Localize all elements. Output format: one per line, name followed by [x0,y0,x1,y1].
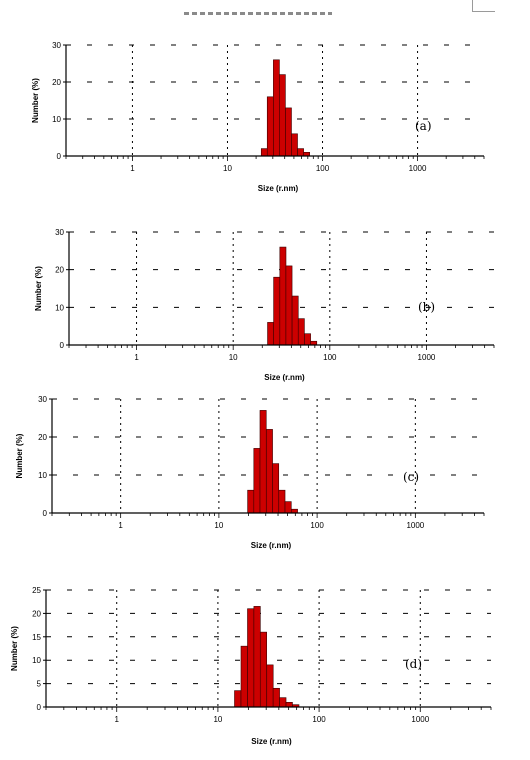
x-axis-title: Size (r.nm) [251,737,292,746]
histogram-bar [253,606,261,708]
histogram-bar [272,687,280,708]
histogram-bar [279,246,287,346]
y-tick-label: 20 [38,433,47,442]
x-tick-label: 1000 [409,164,427,173]
histogram-bar [266,429,273,514]
y-tick-label: 0 [37,703,42,712]
panel-label: (d) [405,657,422,671]
histogram-bar [272,463,280,514]
panel-label: (a) [415,119,432,133]
y-tick-label: 15 [32,633,41,642]
x-tick-label: 1 [130,164,135,173]
y-axis-title: Number (%) [31,78,40,123]
chart-panel-3: 0 10 20 30 1 10 100 1000 Number (%) Size (r.nm) (c… [15,395,485,550]
histogram-bar [273,59,280,157]
histogram-bar [259,631,267,708]
x-tick-label: 100 [312,715,326,724]
panel-label: (b) [418,300,435,314]
y-tick-label: 25 [32,586,41,595]
histogram-bar [253,448,261,514]
panel-label: (c) [403,470,419,484]
y-tick-label: 30 [38,395,47,404]
y-tick-label: 10 [38,471,47,480]
y-tick-label: 20 [55,266,64,275]
histogram-bar [297,318,305,346]
histogram-bar [240,645,248,708]
y-tick-label: 10 [55,303,64,312]
histogram-bar [285,702,293,708]
histogram-bar [278,489,286,514]
histogram-bar [247,608,255,708]
y-tick-label: 0 [43,509,48,518]
chart-panel-1: 0 10 20 30 1 10 100 1000 Number (%) Size (r.nm) (a… [31,41,485,193]
histogram-bar [285,265,293,346]
header-scribble [184,12,332,15]
chart-panel-2: 0 10 20 30 1 10 100 1000 Number (%) Size (r.nm) (b… [34,228,495,382]
x-tick-label: 1 [114,715,119,724]
chart-panel-4: 0 5 10 15 20 25 1 10 100 1000 Number (%) Size (r.nm… [10,586,492,746]
x-tick-label: 10 [229,353,238,362]
histogram-bar [285,107,292,157]
y-tick-label: 0 [60,341,65,350]
histogram-bar [297,148,304,157]
histogram-bar [259,410,267,514]
x-tick-label: 1000 [418,353,436,362]
x-axis-title: Size (r.nm) [258,184,299,193]
x-tick-label: 10 [213,715,222,724]
histogram-bar [247,489,255,514]
corner-mark [472,0,495,12]
histogram-bar [273,276,281,346]
y-tick-label: 10 [52,115,61,124]
y-tick-label: 5 [37,680,42,689]
x-tick-label: 100 [323,353,337,362]
x-tick-label: 10 [214,521,223,530]
y-axis-title: Number (%) [15,433,24,478]
histogram-bar [279,697,287,708]
x-tick-label: 100 [310,521,324,530]
x-axis-title: Size (r.nm) [251,541,292,550]
histogram-bar [304,333,311,346]
y-tick-label: 30 [52,41,61,50]
x-tick-label: 10 [223,164,232,173]
x-tick-label: 1 [134,353,139,362]
x-axis-title: Size (r.nm) [264,373,305,382]
y-axis-title: Number (%) [34,266,43,311]
histogram-bar [260,148,268,157]
histogram-bar [291,295,299,346]
histogram-bar [267,322,274,346]
x-tick-label: 1000 [406,521,424,530]
x-tick-label: 1000 [411,715,429,724]
y-tick-label: 30 [55,228,64,237]
x-tick-label: 100 [316,164,330,173]
histogram-bar [234,690,242,708]
histogram-bar [284,501,292,514]
histogram-bar [291,133,298,157]
histogram-bar [279,74,286,157]
y-tick-label: 20 [32,609,41,618]
y-tick-label: 0 [57,152,62,161]
y-axis-title: Number (%) [10,626,19,671]
y-tick-label: 20 [52,78,61,87]
x-tick-label: 1 [118,521,123,530]
histogram-bar [266,664,274,708]
y-tick-label: 10 [32,656,41,665]
histogram-bar [266,96,274,157]
